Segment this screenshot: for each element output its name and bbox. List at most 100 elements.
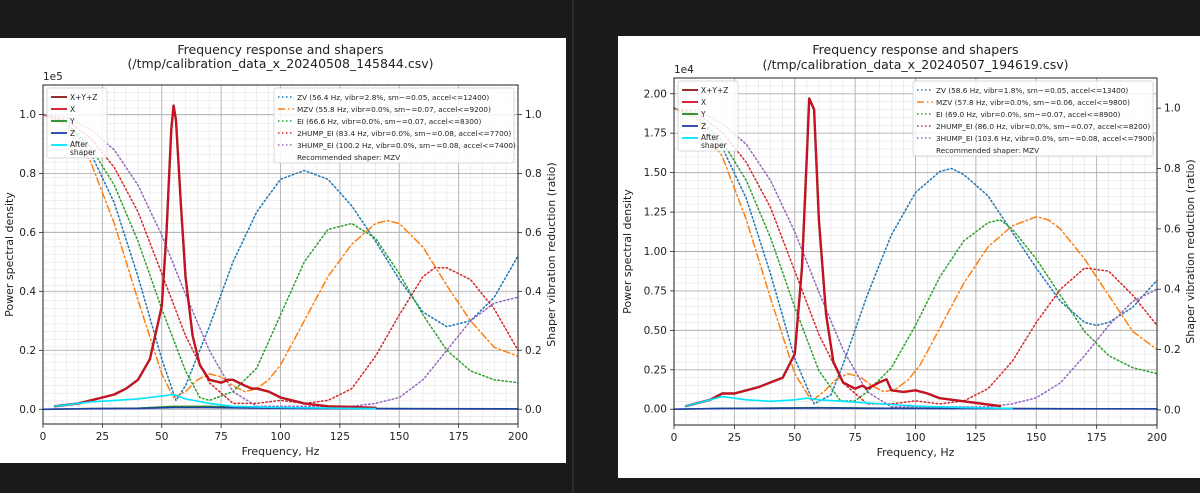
series-hump3 [42, 113, 519, 408]
x-tick-label: 200 [1147, 432, 1167, 444]
chart-subtitle: (/tmp/calibration_data_x_20240508_145844… [128, 56, 434, 71]
chart-right: 0 25 50 75 100 125 150 175 200 0.00 0.25 0.50 0.75 1.… [621, 42, 1197, 459]
y-tick-label: 1.25 [644, 207, 667, 219]
series-x [54, 104, 377, 409]
y2-tick-label: 0.6 [1164, 223, 1181, 235]
legend-left-label: After [70, 140, 89, 149]
y2-tick-label: 0.4 [525, 286, 542, 298]
y-tick-label: 0.75 [644, 285, 667, 297]
legend-left-box [677, 80, 739, 152]
chart-title: Frequency response and shapers [177, 42, 383, 57]
x-tick-label: 125 [330, 431, 350, 443]
y2-tick-label: 1.0 [1164, 103, 1181, 115]
series-zv [42, 113, 519, 402]
x-tick-label: 50 [788, 432, 801, 444]
y-axis-label: Power spectral density [3, 192, 16, 317]
y2-tick-label: 0.8 [525, 168, 542, 180]
legend-right-label: MZV (57.8 Hz, vibr=0.0%, sm~=0.06, accel… [936, 98, 1130, 107]
y2-tick-label: 0.8 [1164, 163, 1181, 175]
y2-tick-label: 0.2 [525, 345, 542, 357]
legend-right-label: 3HUMP_EI (100.2 Hz, vibr=0.0%, sm~=0.08,… [297, 141, 516, 150]
series-ei [673, 107, 1158, 402]
y-tick-label: 0.0 [19, 404, 36, 416]
legend-left-label: Y [700, 110, 706, 119]
legend-right-label: 2HUMP_EI (83.4 Hz, vibr=0.0%, sm~=0.08, … [297, 129, 511, 138]
legend-left-label: Y [69, 117, 75, 126]
chart-subtitle: (/tmp/calibration_data_x_20240507_194619… [763, 57, 1069, 72]
legend-left-label: shaper [70, 148, 97, 157]
x-tick-label: 75 [214, 431, 227, 443]
y-tick-label: 2.00 [644, 88, 667, 100]
y-tick-label: 0.4 [19, 286, 36, 298]
series-z [673, 407, 1158, 411]
y-tick-label: 1.0 [19, 109, 36, 121]
y-tick-label: 0.2 [19, 345, 36, 357]
series-mzv [673, 107, 1158, 402]
legend-right-box [273, 87, 515, 164]
x-tick-label: 100 [270, 431, 290, 443]
chart-panel-right: 0 25 50 75 100 125 150 175 200 0.00 0.25 0.50 0.75 1.… [618, 36, 1200, 478]
x-tick-label: 200 [508, 431, 528, 443]
y-tick-label: 0.50 [644, 325, 667, 337]
y-tick-label: 0.6 [19, 227, 36, 239]
series-hump2 [42, 113, 519, 405]
y2-axis-label: Shaper vibration reduction (ratio) [545, 162, 558, 346]
chart-left: 0 25 50 75 100 125 150 175 200 0.0 0.2 0.4 0.6 0.8 1.0… [3, 42, 558, 458]
y2-axis-label: Shaper vibration reduction (ratio) [1184, 159, 1197, 343]
legend-left-label: Z [70, 129, 75, 138]
y2-tick-label: 0.6 [525, 227, 542, 239]
y-exponent: 1e4 [674, 64, 694, 76]
legend-left-label: Z [701, 122, 706, 131]
y-tick-label: 1.75 [644, 128, 667, 140]
legend-right-label: ZV (58.6 Hz, vibr=1.8%, sm~=0.05, accel<… [936, 86, 1128, 95]
legend-right-label: MZV (55.8 Hz, vibr=0.0%, sm~=0.07, accel… [297, 105, 491, 114]
x-tick-label: 150 [389, 431, 409, 443]
chart-panel-left: 0 25 50 75 100 125 150 175 200 0.0 0.2 0.4 0.6 0.8 1.0… [0, 38, 566, 463]
legend-left-label: X+Y+Z [701, 86, 728, 95]
y-tick-label: 0.8 [19, 168, 36, 180]
y-tick-label: 1.50 [644, 167, 667, 179]
y-tick-label: 1.00 [644, 246, 667, 258]
y2-tick-label: 0.2 [1164, 344, 1181, 356]
chart-title: Frequency response and shapers [812, 42, 1018, 57]
x-tick-label: 125 [966, 432, 986, 444]
x-tick-label: 0 [40, 431, 47, 443]
x-tick-label: 50 [155, 431, 168, 443]
y-tick-label: 0.25 [644, 364, 667, 376]
x-tick-label: 175 [1087, 432, 1107, 444]
legend-right-label: 2HUMP_EI (86.0 Hz, vibr=0.0%, sm~=0.07, … [936, 122, 1150, 131]
x-tick-label: 25 [728, 432, 741, 444]
panel-divider [572, 0, 574, 493]
legend-left-label: After [701, 133, 720, 142]
x-tick-label: 0 [671, 432, 678, 444]
series-ei [42, 113, 519, 402]
legend-right-label: 3HUMP_EI (103.6 Hz, vibr=0.0%, sm~=0.08,… [936, 134, 1155, 143]
legend-left-label: shaper [701, 141, 728, 150]
y-exponent: 1e5 [43, 71, 63, 83]
legend-right-box [912, 80, 1154, 157]
x-axis-label: Frequency, Hz [877, 446, 955, 459]
legend-left-label: X+Y+Z [70, 93, 97, 102]
x-tick-label: 175 [449, 431, 469, 443]
legend-recommended-label: Recommended shaper: MZV [936, 146, 1039, 155]
legend-right-label: EI (66.6 Hz, vibr=0.0%, sm~=0.07, accel<… [297, 117, 482, 126]
legend-left-label: X [701, 98, 706, 107]
x-tick-label: 25 [96, 431, 109, 443]
legend-left-box [46, 87, 108, 159]
legend-left-label: X [70, 105, 75, 114]
x-axis-label: Frequency, Hz [242, 445, 320, 458]
series-zv [673, 107, 1158, 405]
legend-recommended-label: Recommended shaper: MZV [297, 153, 400, 162]
y-tick-label: 0.00 [644, 404, 667, 416]
legend-right-label: ZV (56.4 Hz, vibr=2.8%, sm~=0.05, accel<… [297, 93, 489, 102]
y2-tick-label: 0.4 [1164, 284, 1181, 296]
plot-frame [673, 77, 1158, 426]
x-tick-label: 75 [848, 432, 861, 444]
legend-right-label: EI (69.0 Hz, vibr=0.0%, sm~=0.07, accel<… [936, 110, 1121, 119]
series-after [54, 393, 377, 410]
y-axis-label: Power spectral density [621, 189, 634, 314]
plot-frame [42, 84, 519, 425]
series-hump2 [673, 107, 1158, 405]
y2-tick-label: 1.0 [525, 109, 542, 121]
y2-tick-label: 0.0 [1164, 404, 1181, 416]
